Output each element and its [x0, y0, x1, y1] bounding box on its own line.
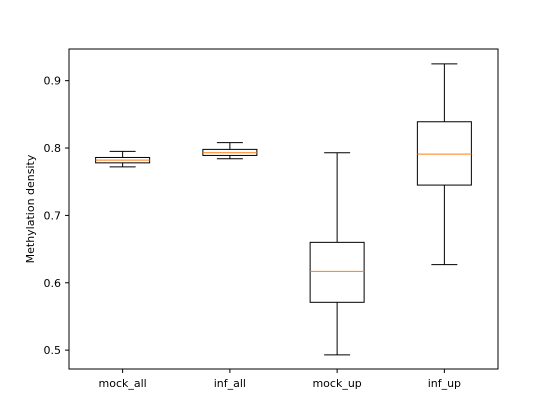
x-axis: mock_all inf_all mock_up inf_up — [99, 369, 461, 390]
x-tick-label-mock_all: mock_all — [99, 377, 147, 390]
iqr-box-mock_up — [309, 241, 365, 303]
x-tick-label-inf_up: inf_up — [428, 377, 461, 390]
axes-frame — [68, 48, 499, 370]
plot-area — [95, 63, 472, 356]
box-inf_up — [416, 63, 472, 266]
y-axis: 0.5 0.6 0.7 0.8 0.9 — [44, 75, 69, 357]
y-tick-label-0.9: 0.9 — [44, 75, 62, 88]
iqr-box-inf_up — [416, 121, 472, 186]
y-tick-label-0.8: 0.8 — [44, 142, 62, 155]
y-tick-label-0.5: 0.5 — [44, 344, 62, 357]
y-axis-label: Methylation density — [24, 154, 37, 263]
x-tick-label-inf_all: inf_all — [214, 377, 246, 390]
y-tick-label-0.7: 0.7 — [44, 209, 62, 222]
y-tick-label-0.6: 0.6 — [44, 277, 62, 290]
box-mock_up — [309, 152, 365, 356]
x-tick-label-mock_up: mock_up — [312, 377, 361, 390]
box-inf_all — [202, 142, 258, 160]
box-mock_all — [95, 150, 151, 168]
